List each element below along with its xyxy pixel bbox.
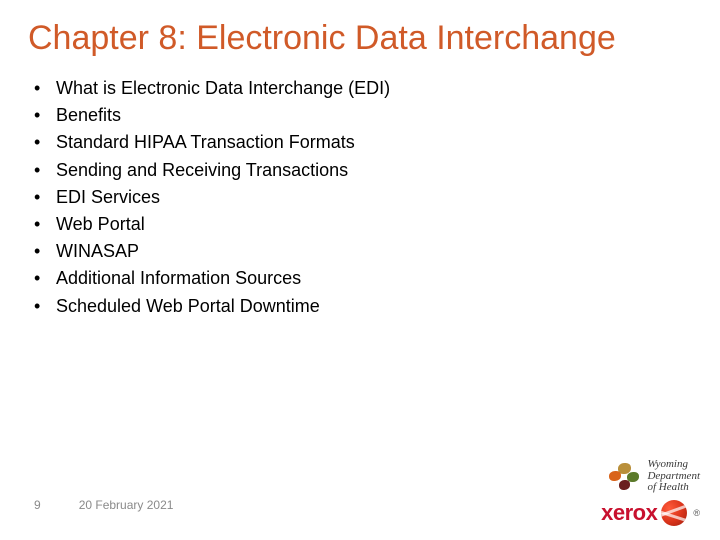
registered-mark: ® [693,508,700,518]
slide: Chapter 8: Electronic Data Interchange W… [0,0,720,540]
logo-area: Wyoming Department of Health xerox ® [601,459,700,526]
bullet-item: Benefits [34,103,692,128]
bullet-item: EDI Services [34,185,692,210]
bullet-list: What is Electronic Data Interchange (EDI… [28,76,692,319]
wdh-line3: of Health [647,482,700,494]
wdh-text: Wyoming Department of Health [647,459,700,494]
bullet-item: Additional Information Sources [34,266,692,291]
wyoming-health-logo: Wyoming Department of Health [609,459,700,494]
xerox-logo: xerox ® [601,500,700,526]
xerox-ball-icon [661,500,687,526]
bullet-item: Web Portal [34,212,692,237]
bullet-item: What is Electronic Data Interchange (EDI… [34,76,692,101]
footer: 9 20 February 2021 [34,498,700,512]
bullet-item: WINASAP [34,239,692,264]
bullet-item: Scheduled Web Portal Downtime [34,294,692,319]
wdh-icon [609,463,641,491]
xerox-wordmark: xerox [601,500,657,526]
bullet-item: Sending and Receiving Transactions [34,158,692,183]
page-number: 9 [34,498,41,512]
slide-title: Chapter 8: Electronic Data Interchange [28,18,692,58]
footer-date: 20 February 2021 [79,498,174,512]
bullet-item: Standard HIPAA Transaction Formats [34,130,692,155]
